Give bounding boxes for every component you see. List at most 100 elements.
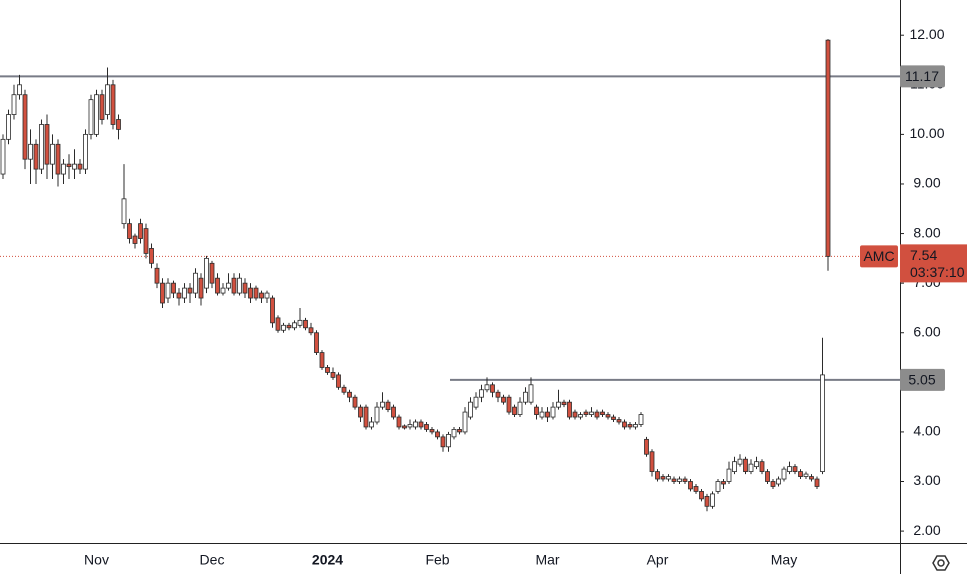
candle-body bbox=[523, 391, 528, 403]
candle-body bbox=[644, 438, 649, 455]
candle-body bbox=[369, 421, 374, 428]
candle-body bbox=[748, 463, 754, 472]
candle-body bbox=[319, 352, 325, 368]
candle-body bbox=[193, 272, 198, 294]
candle-body bbox=[171, 282, 176, 294]
candle-body bbox=[187, 287, 193, 294]
candle-body bbox=[726, 468, 732, 482]
x-tick-label: 2024 bbox=[312, 552, 343, 568]
candle-body bbox=[198, 277, 204, 299]
candle-body bbox=[468, 401, 473, 418]
candle-body bbox=[825, 39, 831, 257]
y-tick-label: 2.00 bbox=[913, 522, 940, 538]
x-tick-label: Feb bbox=[425, 552, 449, 568]
candle-body bbox=[484, 384, 490, 391]
candles bbox=[0, 39, 831, 512]
candle-body bbox=[226, 282, 231, 289]
candle-body bbox=[638, 414, 644, 425]
candle-body bbox=[66, 163, 72, 168]
candle-body bbox=[110, 84, 116, 125]
candle-body bbox=[28, 143, 33, 160]
candle-body bbox=[308, 327, 314, 334]
candle-body bbox=[721, 481, 726, 485]
candle-body bbox=[176, 292, 182, 299]
candle-body bbox=[215, 277, 220, 294]
candle-body bbox=[704, 495, 710, 507]
candle-body bbox=[583, 411, 589, 415]
candle-body bbox=[572, 411, 578, 418]
y-tick-label: 9.00 bbox=[913, 175, 940, 191]
candle-body bbox=[253, 287, 259, 299]
settings-icon[interactable] bbox=[932, 555, 950, 571]
candle-body bbox=[143, 228, 149, 254]
candle-body bbox=[781, 468, 787, 480]
candle-body bbox=[501, 396, 506, 403]
candle-body bbox=[561, 401, 567, 406]
candle-body bbox=[270, 297, 275, 324]
candle-body bbox=[396, 416, 402, 428]
candle-body bbox=[506, 396, 512, 413]
settings-hexagon[interactable] bbox=[932, 555, 950, 571]
candle-body bbox=[418, 421, 424, 428]
candle-body bbox=[776, 478, 781, 485]
candle-body bbox=[61, 163, 66, 175]
candle-body bbox=[385, 401, 391, 411]
candle-body bbox=[479, 389, 484, 398]
candle-body bbox=[820, 374, 825, 472]
candle-body bbox=[160, 282, 165, 304]
candle-body bbox=[220, 287, 226, 294]
candle-body bbox=[737, 458, 743, 465]
candle-body bbox=[710, 493, 715, 507]
candle-body bbox=[677, 478, 682, 482]
candle-body bbox=[435, 431, 440, 438]
candle-body bbox=[611, 416, 616, 420]
candle-body bbox=[671, 478, 677, 482]
candle-body bbox=[688, 481, 693, 490]
candle-body bbox=[589, 411, 594, 415]
candle-body bbox=[380, 401, 385, 408]
settings-circle[interactable] bbox=[937, 559, 945, 567]
candle-body bbox=[72, 163, 77, 170]
candle-body bbox=[121, 198, 127, 225]
candle-body bbox=[550, 406, 556, 418]
candle-body bbox=[149, 248, 154, 264]
candle-body bbox=[594, 411, 600, 418]
candle-body bbox=[660, 476, 666, 480]
candle-body bbox=[743, 458, 748, 472]
candle-body bbox=[182, 287, 187, 299]
candle-body bbox=[341, 386, 347, 393]
candle-body bbox=[759, 461, 765, 472]
price-label-box bbox=[900, 65, 945, 88]
candle-body bbox=[798, 471, 803, 477]
candle-body bbox=[567, 401, 572, 418]
candle-body bbox=[787, 466, 792, 472]
candle-body bbox=[39, 124, 44, 170]
symbol-box bbox=[860, 245, 898, 268]
candle-body bbox=[259, 292, 264, 299]
candle-body bbox=[358, 406, 363, 418]
candle-body bbox=[605, 414, 611, 418]
candle-body bbox=[77, 163, 83, 170]
countdown-label: 03:37:10 bbox=[910, 264, 965, 280]
candle-body bbox=[281, 324, 286, 331]
y-tick-label: 4.00 bbox=[913, 423, 940, 439]
candle-body bbox=[231, 277, 237, 294]
candle-body bbox=[473, 396, 479, 408]
candle-body bbox=[600, 411, 605, 415]
x-tick-label: May bbox=[771, 552, 797, 568]
candle-body bbox=[352, 396, 358, 408]
candle-body bbox=[154, 267, 160, 284]
candle-body bbox=[440, 436, 446, 448]
x-tick-label: Nov bbox=[84, 552, 109, 568]
candle-body bbox=[374, 406, 380, 423]
x-tick-label: Apr bbox=[647, 552, 669, 568]
price-label-box bbox=[900, 368, 945, 391]
candle-body bbox=[336, 374, 341, 388]
candle-body bbox=[627, 424, 633, 428]
candle-body bbox=[655, 471, 660, 480]
candle-body bbox=[165, 282, 171, 299]
candle-body bbox=[424, 424, 429, 430]
candle-body bbox=[127, 223, 132, 239]
y-tick-label: 8.00 bbox=[913, 224, 940, 240]
